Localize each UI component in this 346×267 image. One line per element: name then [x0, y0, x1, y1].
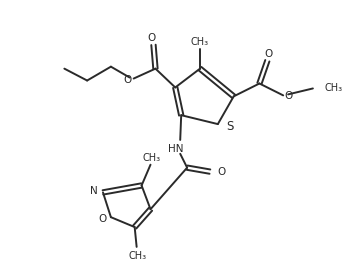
Text: HN: HN	[167, 144, 183, 154]
Text: CH₃: CH₃	[143, 153, 161, 163]
Text: O: O	[264, 49, 272, 59]
Text: CH₃: CH₃	[191, 37, 209, 47]
Text: CH₃: CH₃	[129, 251, 147, 261]
Text: O: O	[147, 33, 156, 43]
Text: O: O	[124, 74, 132, 85]
Text: N: N	[90, 186, 98, 197]
Text: O: O	[284, 91, 292, 101]
Text: CH₃: CH₃	[325, 84, 343, 93]
Text: S: S	[226, 120, 233, 133]
Text: O: O	[99, 214, 107, 224]
Text: O: O	[218, 167, 226, 177]
